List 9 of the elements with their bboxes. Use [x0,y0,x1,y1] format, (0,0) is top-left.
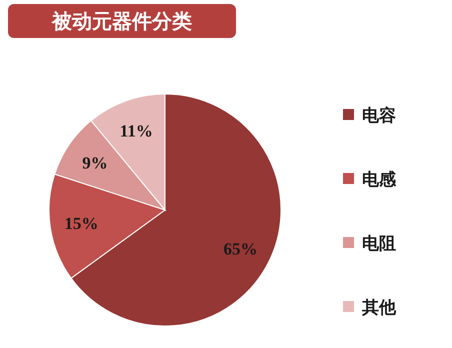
legend-label: 电感 [362,170,397,190]
data-label: 9% [82,153,108,172]
data-label: 15% [64,214,98,234]
legend-label: 电阻 [362,234,396,254]
legend-label: 其他 [361,298,397,318]
chart-title: 被动元器件分类 [51,9,192,33]
data-label: 11% [120,121,153,140]
legend-label: 电容 [362,106,396,126]
data-label: 65% [223,239,258,258]
